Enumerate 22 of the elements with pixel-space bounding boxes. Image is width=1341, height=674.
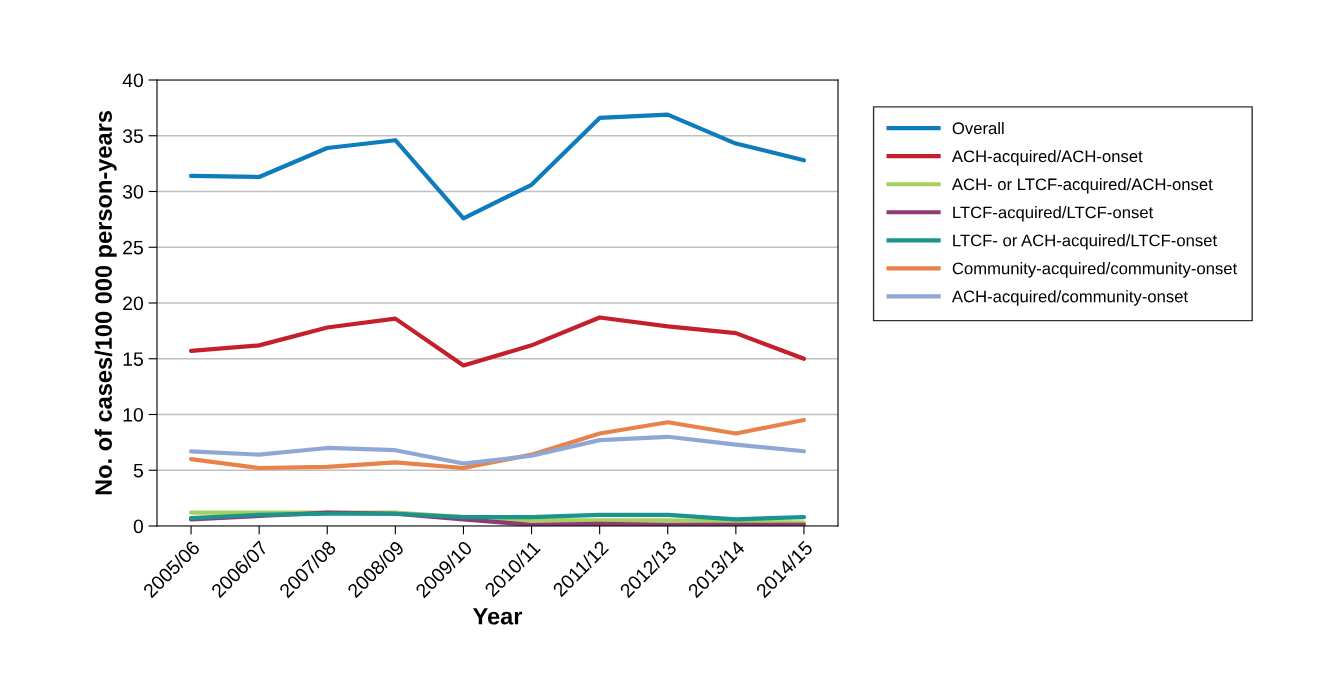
x-axis-title: Year bbox=[472, 608, 523, 625]
y-axis-title: No. of cases/100 000 person-years bbox=[94, 111, 117, 495]
legend-label: ACH- or LTCF-acquired/ACH-onset bbox=[951, 178, 1213, 194]
y-tick-label: 30 bbox=[122, 184, 144, 199]
line-series bbox=[188, 434, 807, 466]
y-tick-label: 15 bbox=[123, 352, 143, 366]
legend-label: LTCF- or ACH-acquired/LTCF-onset bbox=[953, 234, 1217, 250]
y-tick-label: 25 bbox=[123, 240, 143, 255]
legend-label: Community-acquired/community-onset bbox=[952, 262, 1238, 278]
y-tick-label: 5 bbox=[133, 463, 143, 478]
y-tick-label: 10 bbox=[123, 407, 144, 422]
legend-label: ACH-acquired/community-onset bbox=[951, 290, 1188, 306]
legend-label: LTCF-acquired/LTCF-onset bbox=[953, 206, 1154, 222]
line-series bbox=[188, 417, 807, 471]
y-tick-label: 20 bbox=[123, 296, 144, 311]
legend-label: Overall bbox=[952, 121, 1004, 135]
y-tick-label: 0 bbox=[133, 519, 144, 534]
y-tick-label: 35 bbox=[122, 129, 143, 143]
y-tick-label: 40 bbox=[122, 73, 144, 88]
legend-label: ACH-acquired/ACH-onset bbox=[951, 149, 1143, 166]
line-series bbox=[188, 112, 807, 221]
line-series bbox=[188, 315, 807, 368]
